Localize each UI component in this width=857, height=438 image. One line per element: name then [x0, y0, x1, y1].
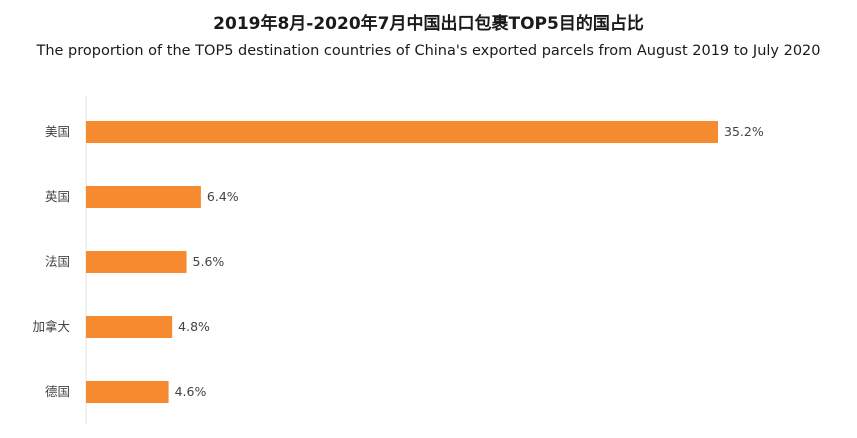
- chart-title: 2019年8月-2020年7月中国出口包裹TOP5目的国占比: [213, 14, 644, 34]
- bar: [86, 316, 173, 338]
- category-label: 美国: [45, 124, 70, 139]
- value-label: 4.8%: [178, 319, 210, 334]
- bar: [86, 251, 187, 273]
- value-label: 4.6%: [175, 384, 207, 399]
- value-label: 5.6%: [193, 254, 225, 269]
- chart-subtitle: The proportion of the TOP5 destination c…: [36, 43, 821, 59]
- bar: [86, 381, 169, 403]
- category-label: 英国: [45, 189, 70, 204]
- category-label: 法国: [45, 254, 70, 269]
- value-label: 6.4%: [207, 189, 239, 204]
- bar: [86, 121, 718, 143]
- value-label: 35.2%: [724, 124, 764, 139]
- bar: [86, 186, 201, 208]
- category-label: 德国: [45, 384, 70, 399]
- category-label: 加拿大: [32, 319, 70, 334]
